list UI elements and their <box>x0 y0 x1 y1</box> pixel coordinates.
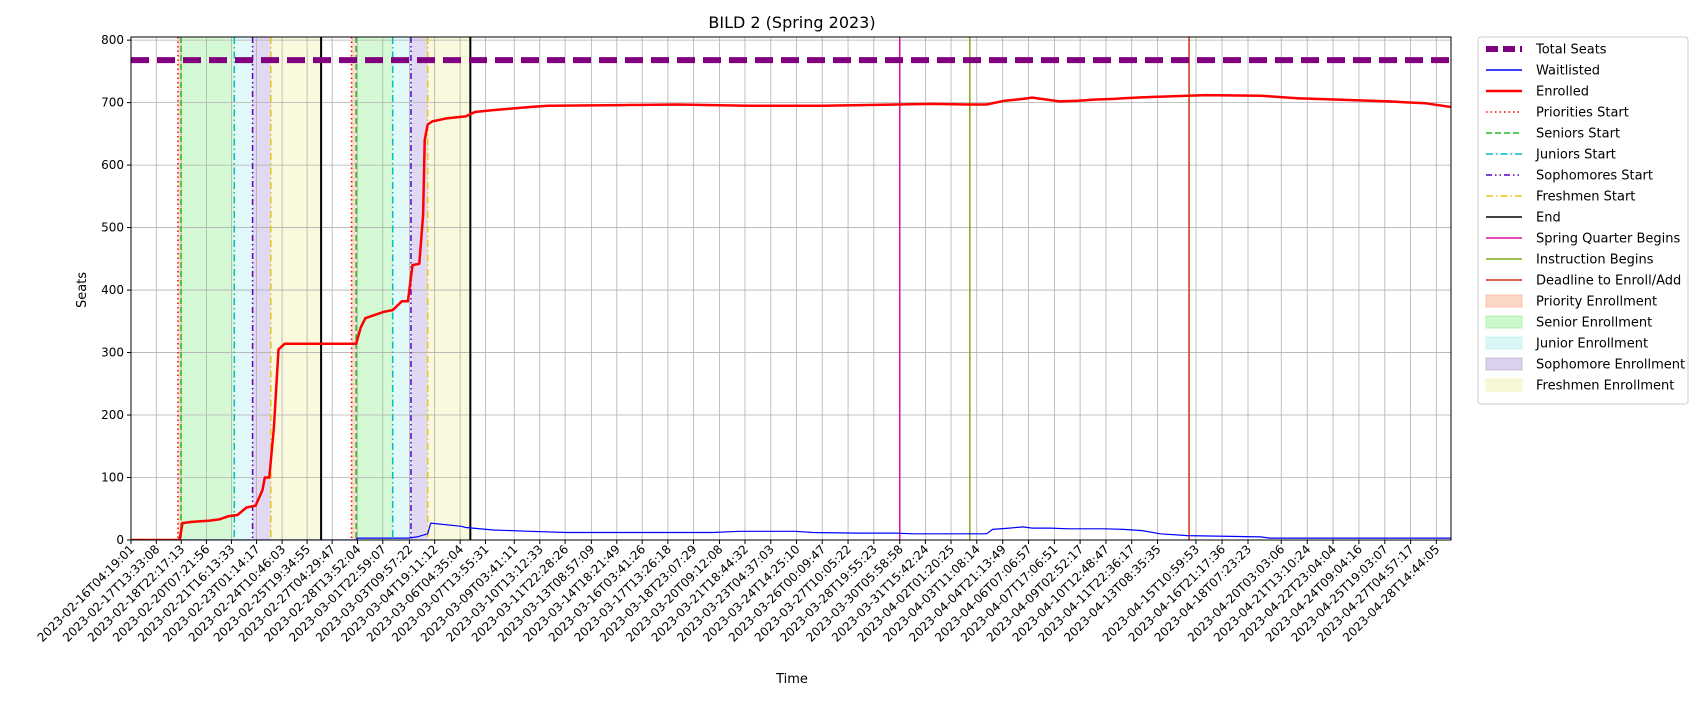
legend-label-instruction-begins: Instruction Begins <box>1536 253 1654 268</box>
y-tick-label-4: 400 <box>101 283 124 297</box>
phase-span-6 <box>356 37 393 540</box>
y-tick-label-2: 200 <box>101 408 124 422</box>
chart-title: BILD 2 (Spring 2023) <box>708 13 875 32</box>
legend-label-enrolled: Enrolled <box>1536 85 1589 100</box>
legend-label-sophomores-start: Sophomores Start <box>1536 169 1653 184</box>
legend-label-junior-enrollment: Junior Enrollment <box>1535 337 1648 352</box>
legend-label-senior-enrollment: Senior Enrollment <box>1536 316 1652 331</box>
legend-label-seniors-start: Seniors Start <box>1536 127 1620 142</box>
y-tick-label-5: 500 <box>101 221 124 235</box>
phase-span-2 <box>234 37 253 540</box>
legend-label-freshmen-enrollment: Freshmen Enrollment <box>1536 379 1674 394</box>
phase-span-1 <box>181 37 235 540</box>
legend-swatch-sophomore-enrollment <box>1485 357 1523 371</box>
y-tick-label-6: 600 <box>101 158 124 172</box>
legend-label-waitlisted: Waitlisted <box>1536 64 1600 79</box>
legend-swatch-junior-enrollment <box>1485 336 1523 350</box>
phase-span-9 <box>427 37 471 540</box>
legend-swatch-priority-enrollment <box>1485 294 1523 308</box>
phase-span-3 <box>252 37 271 540</box>
plot-area: 01002003004005006007008002023-02-16T04:1… <box>35 33 1452 645</box>
series-line-waitlisted <box>131 522 1451 540</box>
legend-label-total-seats: Total Seats <box>1535 43 1607 58</box>
phase-span-0 <box>177 37 182 540</box>
legend-swatch-freshmen-enrollment <box>1485 378 1523 392</box>
y-tick-label-1: 100 <box>101 471 124 485</box>
legend-frame <box>1477 36 1689 405</box>
series-line-enrolled <box>131 93 1451 540</box>
legend-label-deadline-to-enroll-add: Deadline to Enroll/Add <box>1536 274 1681 289</box>
legend-label-priorities-start: Priorities Start <box>1536 106 1629 121</box>
y-axis-label: Seats <box>75 272 90 308</box>
x-axis-label: Time <box>775 672 808 687</box>
y-tick-label-7: 700 <box>101 96 124 110</box>
legend: Total Seats Waitlisted Enrolled Priorities … <box>1477 36 1689 405</box>
phase-span-4 <box>270 37 322 540</box>
y-tick-label-3: 300 <box>101 346 124 360</box>
phase-span-8 <box>410 37 428 540</box>
legend-label-juniors-start: Juniors Start <box>1535 148 1616 163</box>
legend-label-sophomore-enrollment: Sophomore Enrollment <box>1536 358 1685 373</box>
legend-swatch-senior-enrollment <box>1485 315 1523 329</box>
plot-frame <box>130 36 1452 541</box>
phase-span-5 <box>351 37 357 540</box>
y-tick-label-0: 0 <box>116 533 124 547</box>
legend-label-spring-quarter-begins: Spring Quarter Begins <box>1536 232 1680 247</box>
phase-span-7 <box>392 37 411 540</box>
y-tick-label-8: 800 <box>101 33 124 47</box>
legend-label-end: End <box>1536 211 1561 226</box>
legend-label-priority-enrollment: Priority Enrollment <box>1536 295 1657 310</box>
legend-label-freshmen-start: Freshmen Start <box>1536 190 1635 205</box>
